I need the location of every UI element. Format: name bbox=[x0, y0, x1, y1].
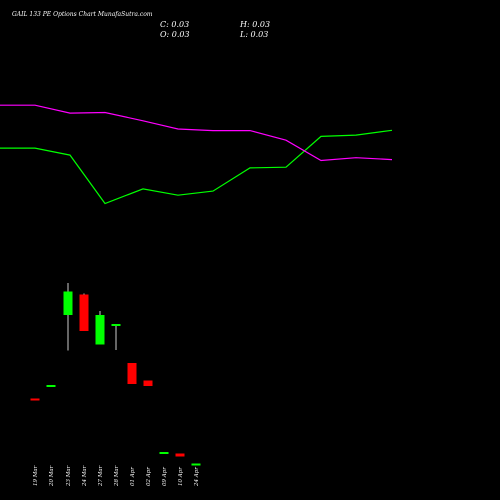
x-tick-label: 20 Mar bbox=[49, 465, 55, 487]
candle-body bbox=[79, 294, 89, 331]
candle-body bbox=[159, 452, 169, 454]
x-tick-label: 01 Apr bbox=[130, 467, 136, 486]
candle-24-mar bbox=[79, 293, 89, 331]
candles bbox=[30, 283, 201, 466]
green-average-line bbox=[0, 129, 393, 205]
candle-body bbox=[111, 324, 121, 326]
candle-19-mar bbox=[30, 398, 40, 401]
candle-24-apr bbox=[191, 463, 201, 466]
candle-10-apr bbox=[175, 453, 185, 457]
candle-body bbox=[30, 398, 40, 401]
x-tick-label: 19 Mar bbox=[33, 465, 39, 486]
open-readout: O: 0.03 bbox=[160, 30, 190, 39]
candle-01-apr bbox=[127, 363, 137, 384]
candle-02-apr bbox=[143, 380, 153, 386]
chart-title: GAIL 133 PE Options Chart MunafaSutra.co… bbox=[12, 11, 153, 18]
candle-body bbox=[191, 463, 201, 466]
candle-20-mar bbox=[46, 385, 56, 387]
magenta-average-line bbox=[0, 104, 393, 162]
close-readout: C: 0.03 bbox=[160, 20, 190, 29]
candle-23-mar bbox=[63, 283, 73, 351]
candle-27-mar bbox=[95, 311, 105, 345]
candle-body bbox=[127, 363, 137, 384]
x-tick-label: 09 Apr bbox=[162, 467, 168, 486]
high-readout: H: 0.03 bbox=[240, 20, 271, 29]
candle-body bbox=[63, 291, 73, 315]
x-tick-label: 02 Apr bbox=[146, 467, 152, 486]
x-tick-label: 10 Apr bbox=[178, 467, 184, 486]
candle-28-mar bbox=[111, 324, 121, 350]
low-readout: L: 0.03 bbox=[240, 30, 269, 39]
x-tick-label: 27 Mar bbox=[98, 465, 104, 487]
candle-body bbox=[95, 315, 105, 345]
x-tick-label: 24 Apr bbox=[194, 467, 200, 487]
candle-body bbox=[46, 385, 56, 387]
x-tick-label: 28 Mar bbox=[114, 465, 120, 487]
candle-body bbox=[143, 380, 153, 386]
x-axis-labels: 19 Mar 20 Mar 23 Mar 24 Mar 27 Mar 28 Mar 01 A… bbox=[33, 465, 200, 487]
candle-body bbox=[175, 453, 185, 457]
candle-09-apr bbox=[159, 452, 169, 454]
x-tick-label: 23 Mar bbox=[66, 465, 72, 487]
moving-average-lines bbox=[0, 104, 393, 205]
x-tick-label: 24 Mar bbox=[82, 465, 88, 487]
